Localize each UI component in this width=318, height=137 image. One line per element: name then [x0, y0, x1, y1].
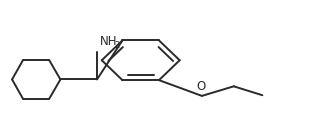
Text: O: O [196, 80, 205, 93]
Text: NH: NH [100, 35, 117, 48]
Text: 2: 2 [114, 41, 119, 50]
